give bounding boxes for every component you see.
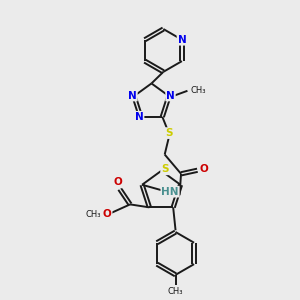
Text: O: O (103, 209, 112, 219)
Text: CH₃: CH₃ (85, 210, 101, 219)
Text: N: N (135, 112, 143, 122)
Text: N: N (166, 91, 175, 100)
Text: HN: HN (161, 187, 179, 197)
Text: S: S (165, 128, 173, 138)
Text: CH₃: CH₃ (168, 287, 183, 296)
Text: N: N (128, 91, 137, 100)
Text: S: S (161, 164, 169, 174)
Text: O: O (114, 177, 123, 188)
Text: O: O (200, 164, 208, 174)
Text: CH₃: CH₃ (190, 86, 206, 95)
Text: N: N (178, 35, 186, 45)
